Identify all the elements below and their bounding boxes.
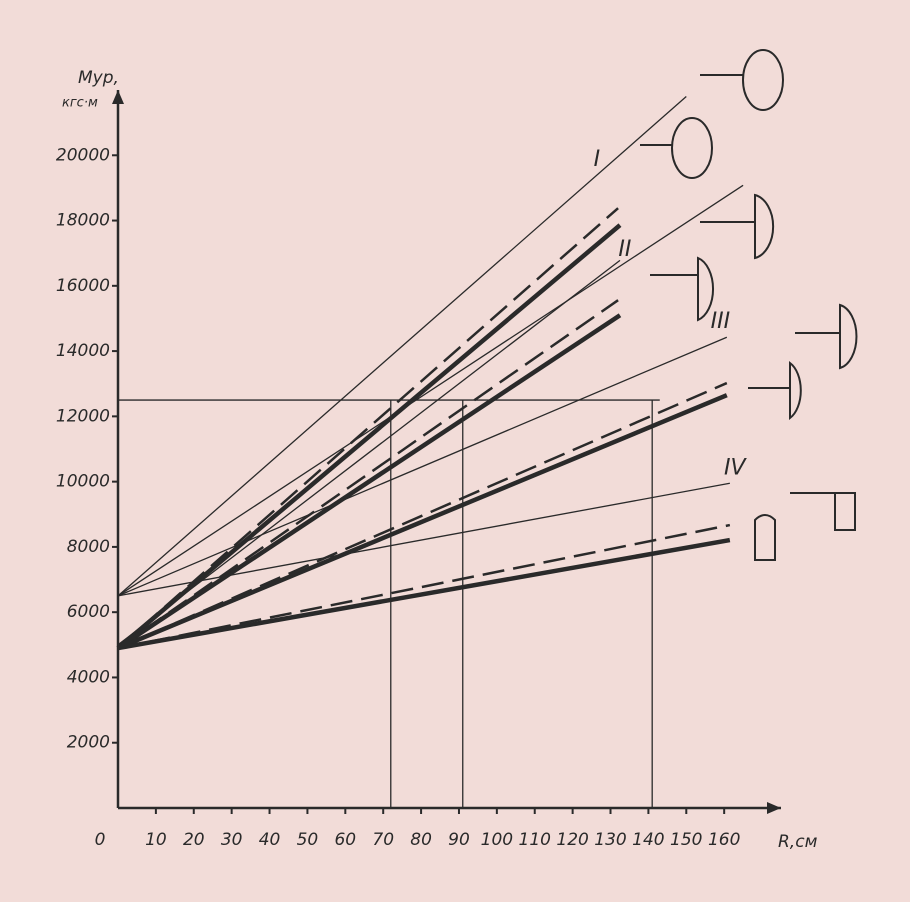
x-tick-label: 100 [481,830,513,850]
icon [754,193,775,260]
series-line [117,381,728,650]
x-tick-label: 110 [519,830,551,850]
icon [742,49,784,111]
icon [790,492,856,531]
series-line [117,523,731,650]
x-tick-label: 20 [183,830,205,850]
y-axis-arrow [112,90,124,104]
y-tick-label: 16000 [56,276,110,296]
series-line [116,223,622,650]
x-tick-label: 160 [708,830,740,850]
x-tick-label: 120 [556,830,588,850]
annotation: IV [724,455,747,480]
y-tick-label: 18000 [56,211,110,231]
x-axis-label: R,см [778,832,818,852]
icon [754,514,776,561]
y-tick-label: 8000 [67,537,110,557]
y-tick-label: 4000 [67,667,110,687]
x-tick-label: 60 [334,830,356,850]
y-tick-label: 2000 [67,733,110,753]
y-tick-label: 20000 [56,145,110,165]
series-line [117,96,687,597]
x-tick-label: 70 [372,830,394,850]
x-tick-label: 140 [632,830,664,850]
y-tick-label: 6000 [67,602,110,622]
series-line [117,184,744,597]
series-line [117,537,731,651]
y-tick-label: 10000 [56,472,110,492]
series-line [116,313,622,650]
icon [839,303,858,370]
series-line [117,336,728,597]
y-tick-label: 12000 [56,406,110,426]
series-line [117,393,728,651]
x-tick-label: 150 [670,830,702,850]
icon [671,117,713,179]
x-tick-label: 30 [221,830,243,850]
series-line [117,482,730,597]
x-tick-label: 10 [145,830,167,850]
y-axis-unit: кгс·м [62,96,98,111]
annotation: I [594,147,601,172]
y-axis-label: Мур, [78,68,119,88]
icon [789,361,802,420]
x-tick-label: 40 [259,830,281,850]
icon [697,256,715,322]
series-line [117,299,619,650]
x-tick-label: 90 [448,830,470,850]
annotation: III [711,309,730,334]
x-axis-arrow [767,802,781,814]
scheme-icons [640,49,858,561]
x-tick-label: 80 [410,830,432,850]
series-line [117,207,619,650]
x-tick-label: 0 [95,830,106,850]
x-tick-label: 50 [297,830,319,850]
series-line [117,259,621,646]
x-tick-label: 130 [594,830,626,850]
y-tick-label: 14000 [56,341,110,361]
annotation: II [618,237,631,262]
